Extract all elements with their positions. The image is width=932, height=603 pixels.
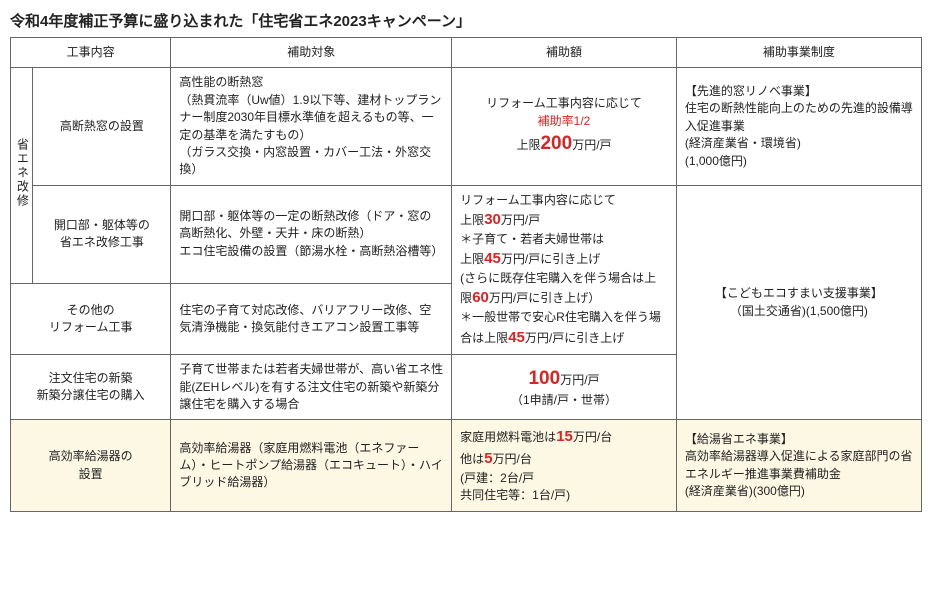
amount-cell: リフォーム工事内容に応じて 上限30万円/戸 ＊子育て・若者夫婦世帯は 上限45…	[452, 185, 677, 355]
amount-cell: 家庭用燃料電池は15万円/台 他は5万円/台 (戸建：2台/戸 共同住宅等：1台…	[452, 420, 677, 511]
work-cell: 高断熱窓の設置	[33, 68, 171, 185]
program-cell: 【給湯省エネ事業】 高効率給湯器導入促進による家庭部門の省エネルギー推進事業費補…	[676, 420, 921, 511]
work-cell: その他の リフォーム工事	[11, 283, 171, 355]
program-cell: 【こどもエコすまい支援事業】 （国土交通省)(1,500億円)	[676, 185, 921, 420]
subsidy-table: 工事内容 補助対象 補助額 補助事業制度 省エネ改修 高断熱窓の設置 高性能の断…	[10, 37, 922, 512]
work-cell: 注文住宅の新築 新築分譲住宅の購入	[11, 355, 171, 420]
work-cell: 高効率給湯器の 設置	[11, 420, 171, 511]
target-cell: 高効率給湯器（家庭用燃料電池（エネファーム）・ヒートポンプ給湯器（エコキュート）…	[171, 420, 452, 511]
target-cell: 高性能の断熱窓 （熱貫流率（Uw値）1.9以下等、建材トップランナー制度2030…	[171, 68, 452, 185]
header-work: 工事内容	[11, 38, 171, 68]
program-cell: 【先進的窓リノベ事業】 住宅の断熱性能向上のための先進的設備導入促進事業 (経済…	[676, 68, 921, 185]
amount-cell: 100万円/戸 （1申請/戸・世帯）	[452, 355, 677, 420]
header-program: 補助事業制度	[676, 38, 921, 68]
header-target: 補助対象	[171, 38, 452, 68]
table-row: 開口部・躯体等の 省エネ改修工事 開口部・躯体等の一定の断熱改修（ドア・窓の高断…	[11, 185, 922, 283]
target-cell: 子育て世帯または若者夫婦世帯が、高い省エネ性能(ZEHレベル)を有する注文住宅の…	[171, 355, 452, 420]
table-row: 高効率給湯器の 設置 高効率給湯器（家庭用燃料電池（エネファーム）・ヒートポンプ…	[11, 420, 922, 511]
table-header-row: 工事内容 補助対象 補助額 補助事業制度	[11, 38, 922, 68]
target-cell: 住宅の子育て対応改修、バリアフリー改修、空気清浄機能・換気能付きエアコン設置工事…	[171, 283, 452, 355]
amount-cell: リフォーム工事内容に応じて 補助率1/2 上限200万円/戸	[452, 68, 677, 185]
work-cell: 開口部・躯体等の 省エネ改修工事	[33, 185, 171, 283]
vertical-group-label: 省エネ改修	[11, 68, 33, 283]
page-title: 令和4年度補正予算に盛り込まれた「住宅省エネ2023キャンペーン」	[10, 10, 922, 31]
header-amount: 補助額	[452, 38, 677, 68]
table-row: 省エネ改修 高断熱窓の設置 高性能の断熱窓 （熱貫流率（Uw値）1.9以下等、建…	[11, 68, 922, 185]
target-cell: 開口部・躯体等の一定の断熱改修（ドア・窓の高断熱化、外壁・天井・床の断熱） エコ…	[171, 185, 452, 283]
